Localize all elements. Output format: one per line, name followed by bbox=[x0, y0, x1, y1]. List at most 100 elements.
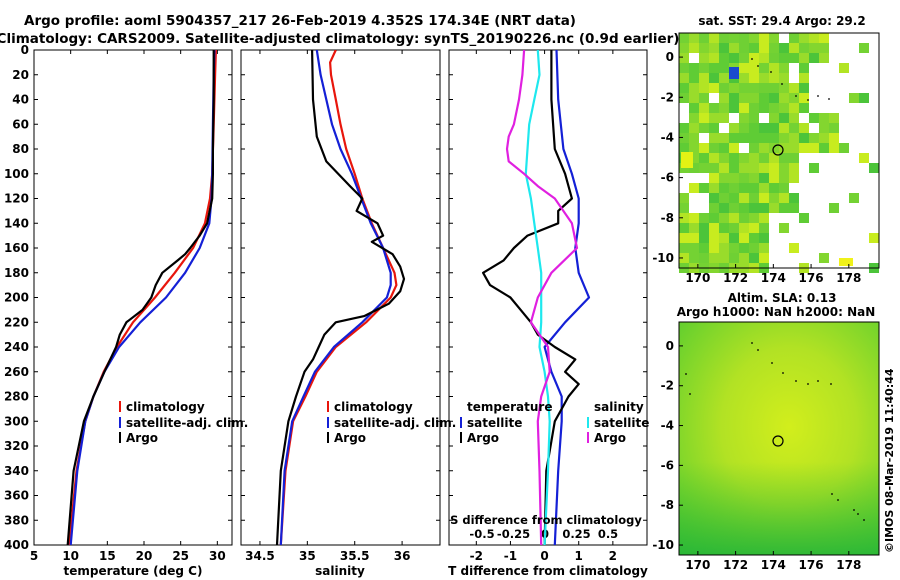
depth-tick-label: 240 bbox=[4, 340, 29, 354]
sst-cell bbox=[779, 143, 789, 153]
sst-cell bbox=[819, 143, 829, 153]
sst-cell bbox=[719, 53, 729, 63]
coast-dot bbox=[857, 513, 859, 515]
sst-cell bbox=[759, 193, 769, 203]
sst-cell bbox=[679, 253, 689, 263]
sst-cell bbox=[699, 233, 709, 243]
temperature-x-axis: 5 10 15 20 25 30 bbox=[30, 50, 226, 563]
sst-cell bbox=[699, 53, 709, 63]
sst-cell bbox=[719, 203, 729, 213]
sst-cell bbox=[769, 113, 779, 123]
sst-cell bbox=[689, 63, 699, 73]
sst-cell bbox=[759, 123, 769, 133]
salinity-series bbox=[275, 50, 406, 545]
sst-cell-yellow bbox=[839, 258, 853, 266]
sst-cell bbox=[709, 243, 719, 253]
depth-tick-label: 340 bbox=[4, 464, 29, 478]
sst-cell bbox=[789, 53, 799, 63]
sst-cell bbox=[709, 173, 719, 183]
sst-cell bbox=[759, 213, 769, 223]
sst-cell bbox=[769, 93, 779, 103]
sst-cell bbox=[749, 163, 759, 173]
sst-cell bbox=[779, 193, 789, 203]
sst-cell bbox=[769, 83, 779, 93]
legend-label-climatology: climatology bbox=[126, 400, 205, 414]
sst-cell bbox=[729, 153, 739, 163]
sst-cell bbox=[709, 223, 719, 233]
sst-cell bbox=[759, 163, 769, 173]
sst-cell bbox=[819, 53, 829, 63]
map-y-tick-label: -6 bbox=[661, 171, 674, 185]
depth-tick-label: 400 bbox=[4, 538, 29, 552]
sst-cell bbox=[779, 73, 789, 83]
sst-cell bbox=[759, 43, 769, 53]
sst-cell bbox=[819, 33, 829, 43]
sst-cell bbox=[739, 123, 749, 133]
sla-map-subtitle: Argo h1000: NaN h2000: NaN bbox=[677, 305, 876, 319]
sst-cell bbox=[689, 123, 699, 133]
sst-cell bbox=[719, 143, 729, 153]
sst-cell bbox=[759, 173, 769, 183]
x-tick-label: 0 bbox=[540, 549, 548, 563]
sst-cell bbox=[779, 163, 789, 173]
sst-cell bbox=[749, 253, 759, 263]
sst-cell bbox=[709, 143, 719, 153]
difference-x-label: T difference from climatology bbox=[448, 564, 648, 578]
map-y-tick-label: -4 bbox=[661, 419, 674, 433]
sst-cell bbox=[739, 43, 749, 53]
map-x-tick-label: 172 bbox=[723, 558, 748, 572]
sst-cell bbox=[689, 223, 699, 233]
sst-cell bbox=[789, 113, 799, 123]
sst-cell bbox=[709, 203, 719, 213]
sst-cell bbox=[739, 243, 749, 253]
x-tick-label: -2 bbox=[470, 549, 483, 563]
sst-cell bbox=[689, 73, 699, 83]
sst-cell bbox=[709, 123, 719, 133]
coast-dot bbox=[863, 519, 865, 521]
sst-cell bbox=[739, 63, 749, 73]
sst-cell bbox=[699, 183, 709, 193]
sst-cell bbox=[709, 103, 719, 113]
sst-cell bbox=[779, 183, 789, 193]
legend-label-satellite-adj: satellite-adj. clim. bbox=[126, 416, 248, 430]
sst-cell bbox=[729, 243, 739, 253]
s-diff-tick-label: 0.5 bbox=[598, 527, 618, 541]
sst-cell bbox=[819, 133, 829, 143]
series-line-s-satellite bbox=[524, 50, 551, 545]
sst-cell bbox=[799, 43, 809, 53]
sst-cell bbox=[749, 133, 759, 143]
sst-cell bbox=[679, 73, 689, 83]
sst-cell bbox=[709, 183, 719, 193]
sst-cell bbox=[809, 143, 819, 153]
sst-cell bbox=[729, 233, 739, 243]
chart-title-line2: Climatology: CARS2009. Satellite-adjuste… bbox=[0, 31, 679, 47]
sst-cell bbox=[689, 93, 699, 103]
sst-cell bbox=[689, 233, 699, 243]
sst-cell bbox=[689, 253, 699, 263]
depth-tick-label: 300 bbox=[4, 414, 29, 428]
sst-cell bbox=[849, 93, 859, 103]
sst-cell bbox=[789, 143, 799, 153]
sst-cell bbox=[679, 213, 689, 223]
depth-axis: 0 20 40 60 80 100 120 140 160 180 200 220 240 260 280 3… bbox=[4, 43, 647, 552]
sst-cell bbox=[749, 73, 759, 83]
sst-cell bbox=[759, 93, 769, 103]
sst-cell bbox=[719, 93, 729, 103]
depth-tick-label: 100 bbox=[4, 167, 29, 181]
depth-tick-label: 280 bbox=[4, 390, 29, 404]
sst-cell bbox=[759, 143, 769, 153]
coast-dot bbox=[817, 380, 819, 382]
difference-series bbox=[482, 50, 591, 545]
sst-cell bbox=[739, 183, 749, 193]
sst-cell bbox=[859, 93, 869, 103]
map-x-tick-label: 174 bbox=[761, 558, 786, 572]
sst-cell bbox=[769, 133, 779, 143]
coast-dot bbox=[795, 95, 797, 97]
sla-argo-marker bbox=[772, 435, 784, 447]
sst-cell bbox=[679, 143, 689, 153]
sst-cell bbox=[819, 253, 829, 263]
series-line-t-argo bbox=[482, 50, 580, 545]
coast-dot bbox=[751, 342, 753, 344]
series-line-climatology bbox=[68, 50, 217, 545]
legend-label-argo: Argo bbox=[126, 431, 158, 445]
